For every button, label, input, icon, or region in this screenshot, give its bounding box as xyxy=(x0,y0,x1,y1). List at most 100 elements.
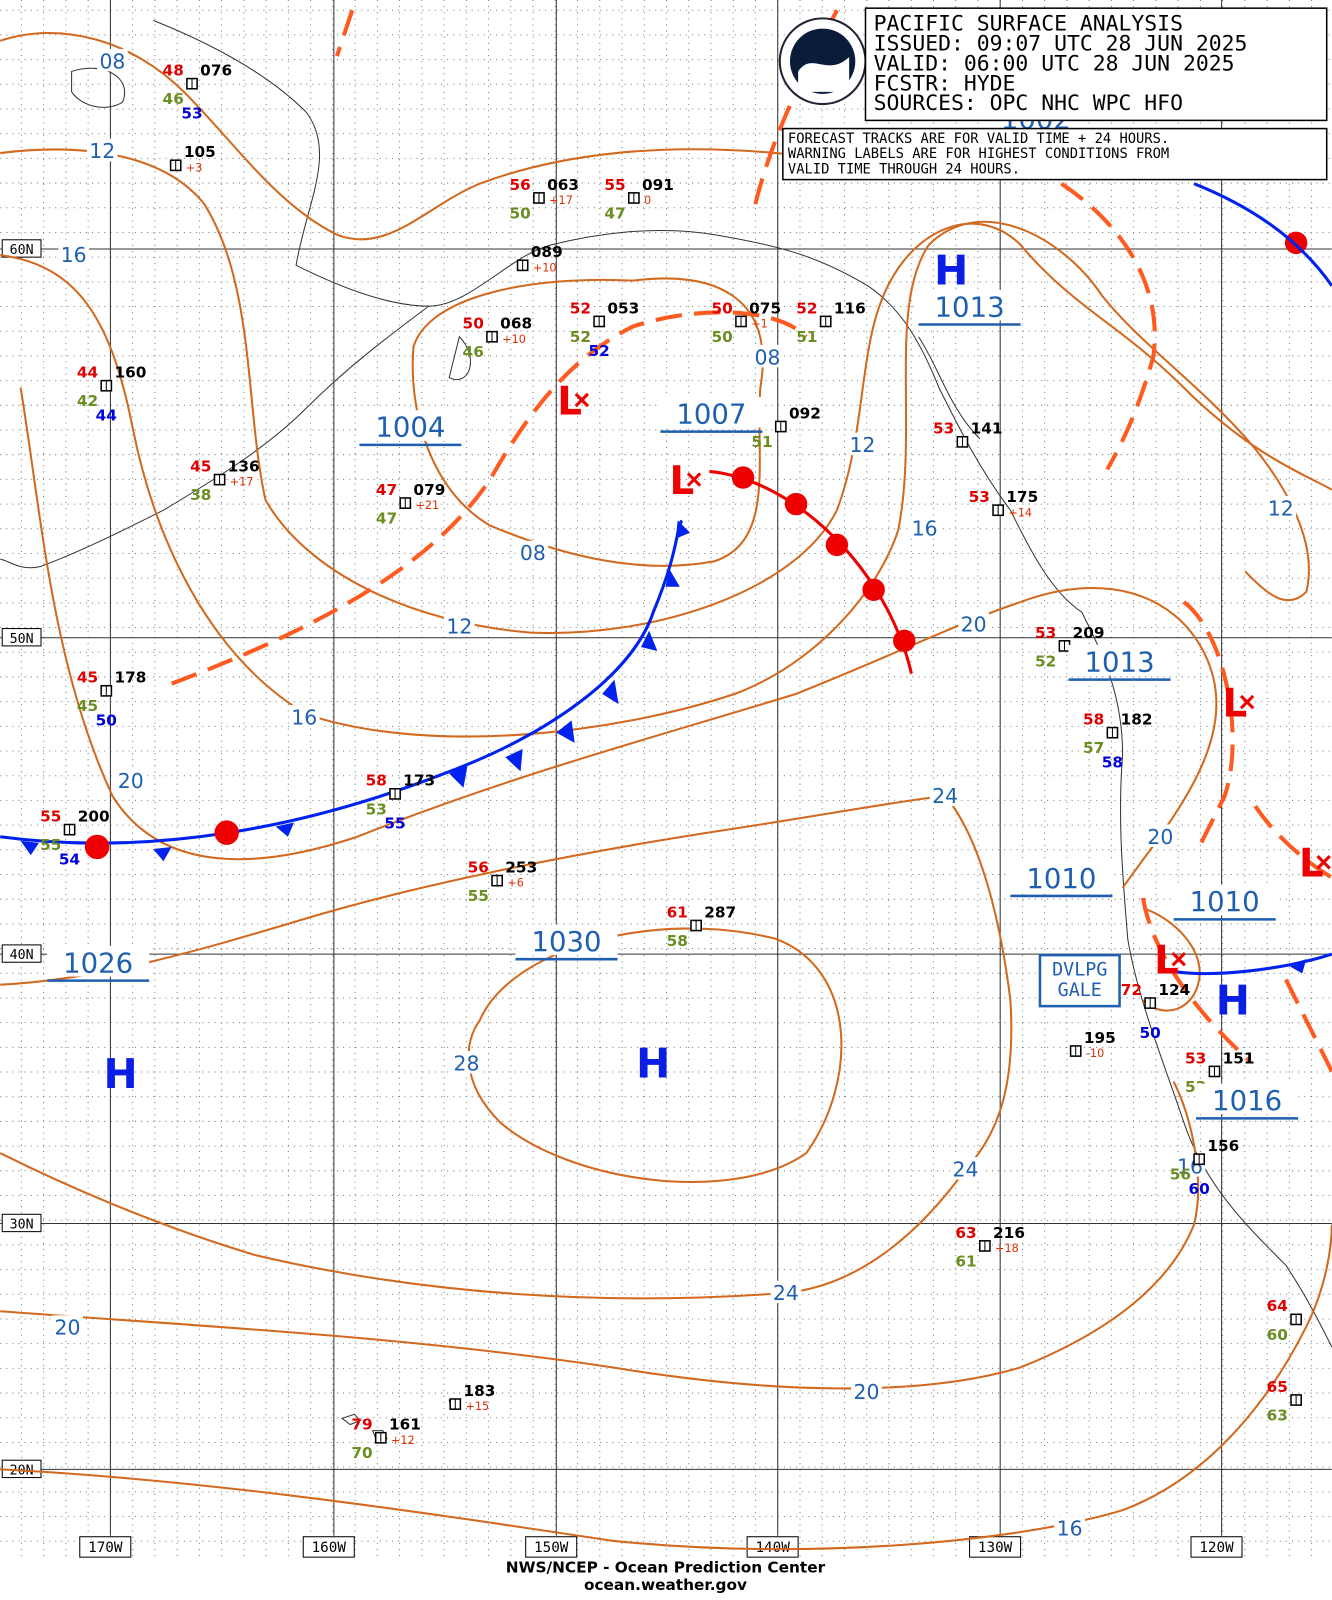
station-tendency: +6 xyxy=(507,877,524,890)
front-pip xyxy=(275,822,295,837)
pressure-value: 1013 xyxy=(1085,646,1155,678)
front-pip xyxy=(825,533,849,557)
coastline xyxy=(448,335,981,440)
isobar-label: 28 xyxy=(454,1051,480,1075)
low-center: L xyxy=(669,459,694,504)
isobar-label: 20 xyxy=(55,1316,81,1340)
station-value: 50 xyxy=(96,712,117,730)
front-pip xyxy=(556,720,575,743)
cold-front xyxy=(0,519,684,845)
station-pressure: 141 xyxy=(971,420,1003,438)
isobar-label: 16 xyxy=(291,705,317,729)
longitude-label-box xyxy=(746,1536,799,1558)
isobar-label: 08 xyxy=(520,541,546,565)
station-pressure: 173 xyxy=(403,772,435,790)
station-dewpoint: 60 xyxy=(1267,1326,1288,1344)
station-temperature: 50 xyxy=(712,299,733,317)
station-temperature: 48 xyxy=(163,62,184,80)
station-pressure: 216 xyxy=(993,1224,1025,1242)
isobar-label-bg xyxy=(770,1280,802,1304)
station-temperature: 56 xyxy=(468,858,489,876)
latitude-label-box xyxy=(1,944,42,963)
high-center: H xyxy=(934,247,968,295)
isobar-label: 08 xyxy=(99,49,125,73)
station-pressure: 068 xyxy=(500,315,532,333)
front xyxy=(1193,182,1332,287)
station-tendency: +15 xyxy=(465,1400,489,1413)
isobar xyxy=(0,1081,1200,1390)
low-cross xyxy=(686,472,702,487)
isobar-label: 16 xyxy=(61,243,87,267)
isobar-label-bg xyxy=(444,614,475,637)
front-pip xyxy=(862,578,885,602)
notice-line: VALID TIME THROUGH 24 HOURS. xyxy=(788,161,1020,177)
notice-box xyxy=(782,127,1328,181)
station-temperature: 52 xyxy=(796,299,817,317)
low-center: L xyxy=(1299,842,1324,887)
longitude-label: 120W xyxy=(1199,1540,1234,1556)
station-dewpoint: 61 xyxy=(955,1252,976,1270)
station-dewpoint: 50 xyxy=(509,204,530,222)
front-pip xyxy=(449,765,468,788)
station-pressure: 183 xyxy=(463,1382,495,1400)
station-tendency: -10 xyxy=(1086,1047,1104,1060)
isobars xyxy=(0,31,1332,1551)
low-center: L xyxy=(557,379,582,424)
logo-bird xyxy=(798,57,850,92)
isobar-label-bg xyxy=(909,516,940,539)
footer-url: ocean.weather.gov xyxy=(584,1576,747,1594)
isobar-label-bg xyxy=(752,344,783,368)
labels: 08 12 16 08 12 16 12 08 12 16 20 20 24 20 28 24 16 24 20 20… xyxy=(52,48,1297,1541)
notice-line: WARNING LABELS ARE FOR HIGHEST CONDITION… xyxy=(788,146,1169,162)
station-temperature: 58 xyxy=(1083,710,1104,728)
station-pressure: 287 xyxy=(704,903,736,921)
high-center: H xyxy=(1216,976,1250,1024)
station-pressure: 116 xyxy=(834,299,866,317)
station-temperature: 61 xyxy=(667,903,688,921)
pressure-label-bg xyxy=(1196,1083,1299,1115)
station-temperature: 55 xyxy=(604,176,625,194)
front-pip xyxy=(665,569,680,587)
coastline xyxy=(1081,612,1332,1348)
station-dewpoint: 38 xyxy=(190,486,211,504)
front-pip xyxy=(153,846,172,862)
station-dewpoint: 52 xyxy=(1035,652,1056,670)
pressure-label-bg xyxy=(359,410,462,441)
isobar-label: 20 xyxy=(961,613,987,637)
station-dewpoint: 70 xyxy=(351,1444,372,1462)
station-dewpoint: 55 xyxy=(468,887,489,905)
station-value: 60 xyxy=(1189,1180,1210,1198)
isobar-label-bg xyxy=(847,432,878,456)
station-dewpoint: 45 xyxy=(77,697,98,715)
station-pressure: 075 xyxy=(749,299,781,317)
pressure-label-bg xyxy=(1010,861,1113,892)
isobar-label: 24 xyxy=(953,1158,979,1182)
header-line: VALID: 06:00 UTC 28 JUN 2025 xyxy=(874,51,1235,76)
isobar-label: 12 xyxy=(446,615,472,639)
header-box xyxy=(864,7,1328,122)
station-dewpoint: 52 xyxy=(570,328,591,346)
low-center: L xyxy=(1154,938,1179,983)
high-center: H xyxy=(104,1050,138,1098)
station-pressure: 124 xyxy=(1158,981,1190,999)
isobar-label-bg xyxy=(517,540,549,564)
header-line: PACIFIC SURFACE ANALYSIS xyxy=(874,12,1183,37)
header-line: ISSUED: 09:07 UTC 28 JUN 2025 xyxy=(874,32,1248,57)
isobar-label: 16 xyxy=(912,517,938,541)
front-pip xyxy=(1287,959,1307,974)
isobar xyxy=(19,387,1218,889)
station-dewpoint: 47 xyxy=(376,509,397,527)
coastline xyxy=(0,305,430,569)
isobar-label: 20 xyxy=(118,769,144,793)
notice-line: FORECAST TRACKS ARE FOR VALID TIME + 24 … xyxy=(788,131,1169,147)
station-value: 44 xyxy=(96,406,117,424)
station-dewpoint: 63 xyxy=(1267,1406,1288,1424)
front-pip xyxy=(84,834,110,860)
station-temperature: 63 xyxy=(955,1224,976,1242)
station-pressure: 089 xyxy=(531,243,563,261)
longitude-label: 160W xyxy=(312,1540,347,1556)
isobar-label-bg xyxy=(1054,1516,1085,1539)
isobar-label: 20 xyxy=(1147,825,1173,849)
station-dewpoint: 58 xyxy=(667,932,688,950)
latitude-label: 60N xyxy=(10,243,34,258)
